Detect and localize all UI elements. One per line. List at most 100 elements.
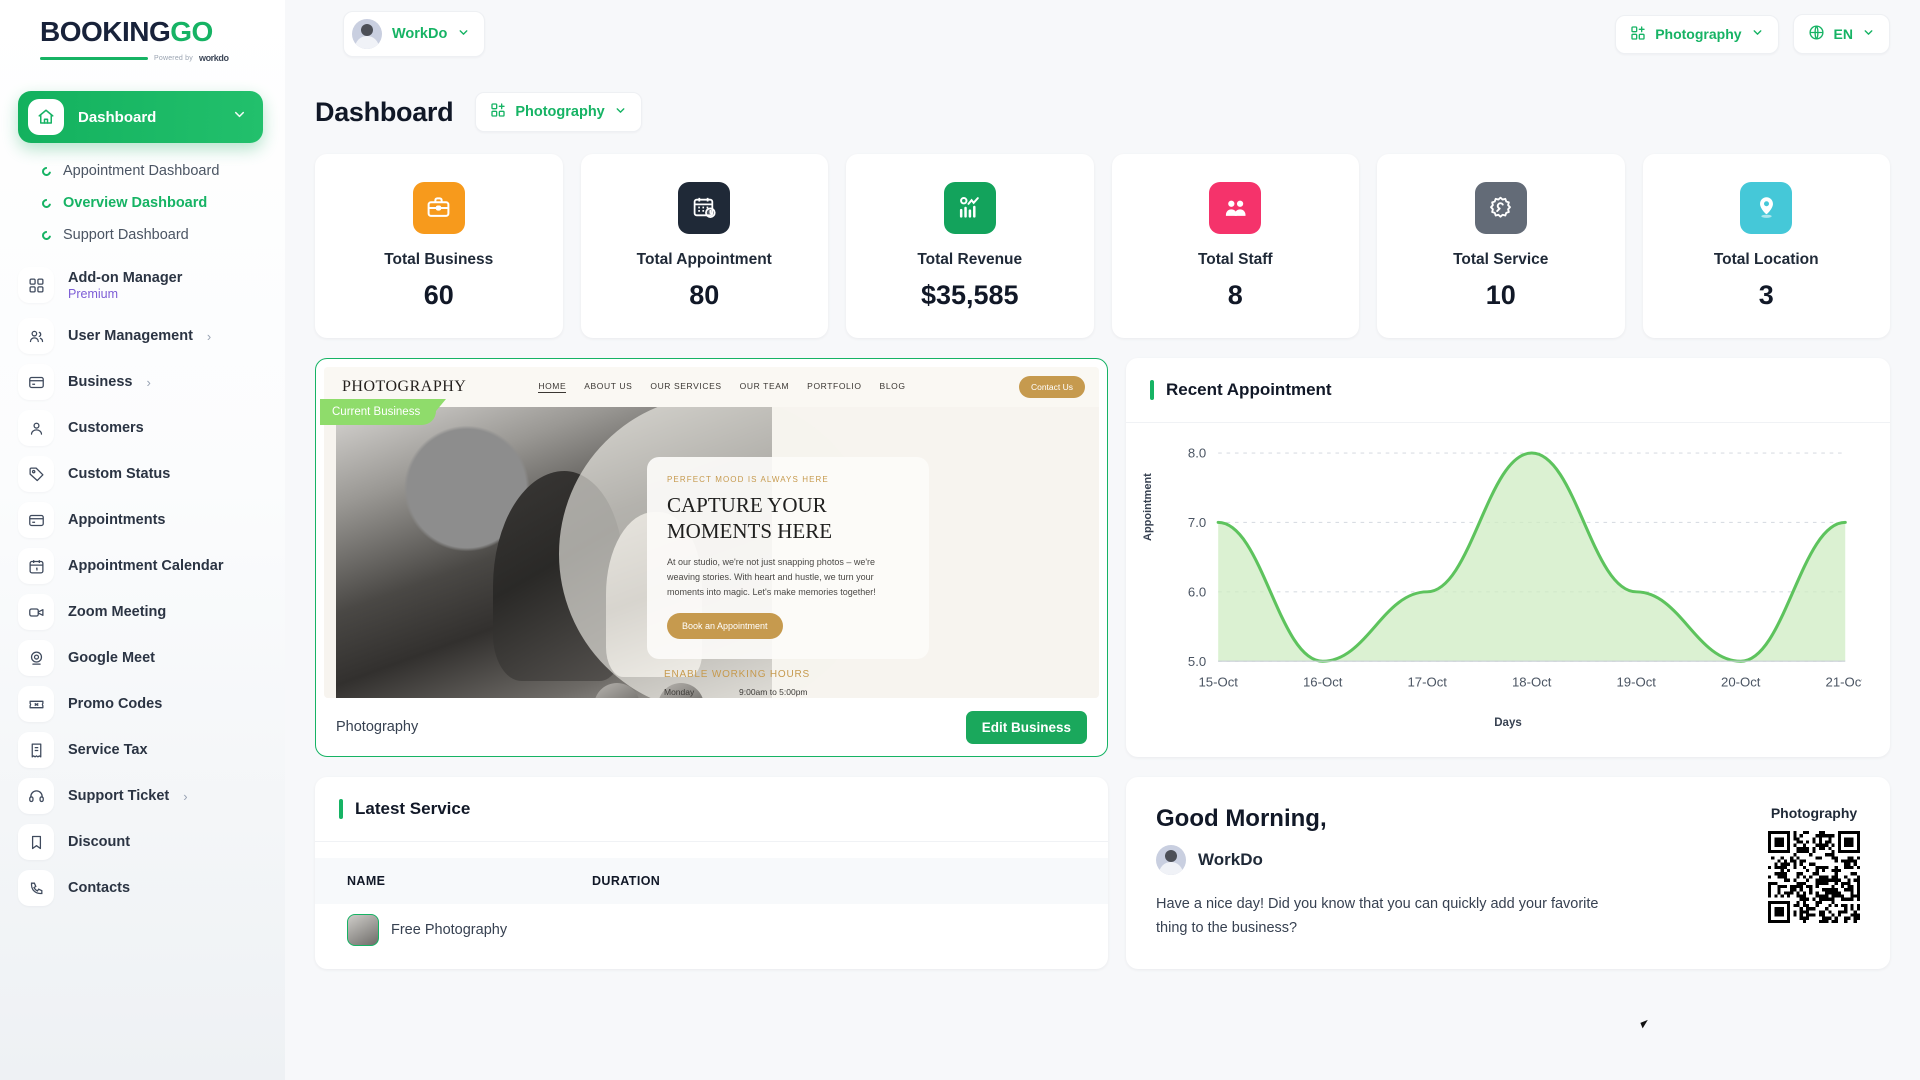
- preview-working-hours-title: ENABLE WORKING HOURS: [664, 669, 811, 680]
- sidebar-item-appointment-calendar[interactable]: Appointment Calendar: [0, 543, 285, 589]
- stat-value: 80: [689, 279, 720, 310]
- stat-label: Total Appointment: [636, 250, 772, 268]
- service-name: Free Photography: [391, 922, 508, 938]
- preview-paragraph: At our studio, we're not just snapping p…: [667, 557, 876, 597]
- business-website-preview[interactable]: PHOTOGRAPHY HOME ABOUT US OUR SERVICES O…: [324, 367, 1099, 698]
- sidebar-item-zoom-meeting[interactable]: Zoom Meeting: [0, 589, 285, 635]
- sidebar-item-label: Zoom Meeting: [68, 604, 167, 621]
- page-header: Dashboard Photography: [315, 68, 1890, 154]
- column-header-duration: DURATION: [592, 874, 661, 888]
- preview-working-hours: ENABLE WORKING HOURS Monday 9:00am to 5:0…: [664, 669, 810, 698]
- stat-card-total-location[interactable]: Total Location 3: [1642, 154, 1890, 338]
- home-icon: [28, 99, 64, 135]
- sidebar-item-appointments[interactable]: Appointments: [0, 497, 285, 543]
- sidebar-item-business[interactable]: Business ›: [0, 359, 285, 405]
- preview-menu-item-portfolio[interactable]: PORTFOLIO: [807, 381, 862, 391]
- hours-time: 9:00am to 5:00pm: [739, 687, 808, 697]
- qr-code-icon[interactable]: [1768, 831, 1860, 923]
- chevron-down-icon[interactable]: [232, 107, 247, 127]
- stat-cards: Total Business 60 Total Appointment 80 T…: [315, 154, 1890, 338]
- preview-navbar: PHOTOGRAPHY HOME ABOUT US OUR SERVICES O…: [324, 367, 1099, 407]
- language-selector[interactable]: EN: [1792, 14, 1890, 54]
- accent-bar: [339, 799, 343, 819]
- stat-label: Total Staff: [1197, 250, 1273, 268]
- users-icon: [18, 318, 54, 355]
- grid-plus-icon: [490, 102, 506, 122]
- logo-underline: [40, 56, 148, 60]
- stat-label: Total Service: [1453, 250, 1549, 268]
- sidebar-item-support-dashboard[interactable]: Support Dashboard: [0, 219, 285, 251]
- recent-appointment-title: Recent Appointment: [1166, 380, 1332, 399]
- svg-text:15-Oct: 15-Oct: [1198, 675, 1238, 690]
- sidebar-item-support-ticket[interactable]: Support Ticket ›: [0, 773, 285, 819]
- sidebar-item-discount[interactable]: Discount: [0, 819, 285, 865]
- sidebar-item-label: Add-on Manager: [68, 269, 183, 286]
- svg-text:16-Oct: 16-Oct: [1303, 675, 1343, 690]
- language-label: EN: [1833, 26, 1853, 42]
- sidebar-item-overview-dashboard[interactable]: Overview Dashboard: [0, 187, 285, 219]
- preview-menu: HOME ABOUT US OUR SERVICES OUR TEAM PORT…: [538, 381, 905, 393]
- latest-service-title: Latest Service: [355, 799, 471, 818]
- sidebar-item-google-meet[interactable]: Google Meet: [0, 635, 285, 681]
- sidebar-item-label: Business: [68, 374, 133, 391]
- stat-card-total-revenue[interactable]: Total Revenue $35,585: [846, 154, 1094, 338]
- sidebar-item-dashboard[interactable]: Dashboard: [18, 91, 263, 143]
- preview-menu-item-team[interactable]: OUR TEAM: [739, 381, 790, 391]
- stat-card-total-appointment[interactable]: Total Appointment 80: [580, 154, 828, 338]
- location-pin-icon: [1740, 181, 1793, 234]
- preview-menu-item-home[interactable]: HOME: [538, 381, 567, 393]
- preview-headline-1: CAPTURE YOUR: [667, 493, 827, 517]
- globe-icon: [1808, 24, 1825, 44]
- sidebar-item-label: Customers: [68, 420, 144, 437]
- sidebar-item-contacts[interactable]: Contacts: [0, 865, 285, 911]
- preview-thumbnails: [594, 683, 704, 698]
- preview-menu-item-about[interactable]: ABOUT US: [584, 381, 633, 391]
- sidebar-item-service-tax[interactable]: Service Tax: [0, 727, 285, 773]
- preview-logo: PHOTOGRAPHY: [342, 378, 467, 395]
- business-card-footer: Photography Edit Business: [316, 698, 1107, 756]
- page-title: Dashboard: [315, 96, 454, 127]
- stat-card-total-business[interactable]: Total Business 60: [315, 154, 563, 338]
- current-business-card: Current Business PHOTOGRAPHY HOME ABOUT …: [315, 358, 1108, 757]
- edit-business-button[interactable]: Edit Business: [965, 710, 1087, 744]
- page-module-selector[interactable]: Photography: [475, 92, 642, 132]
- app-logo[interactable]: BOOKINGGO Powered by workdo: [0, 0, 285, 77]
- page-module-label: Photography: [515, 104, 605, 120]
- bullet-icon: [40, 197, 53, 210]
- stat-card-total-staff[interactable]: Total Staff 8: [1111, 154, 1359, 338]
- chart-svg: 5.0 6.0 7.0 8.0 15-Oct 16-Oct 17-Oct 18-Oct 19-O…: [1188, 446, 1862, 690]
- current-business-tag: Current Business: [320, 399, 447, 425]
- svg-text:20-Oct: 20-Oct: [1721, 675, 1761, 690]
- sidebar-item-label: Contacts: [68, 880, 131, 897]
- module-selector[interactable]: Photography: [1615, 14, 1779, 54]
- sidebar-item-custom-status[interactable]: Custom Status: [0, 451, 285, 497]
- premium-badge: Premium: [68, 286, 119, 301]
- chevron-right-icon[interactable]: ›: [206, 328, 212, 344]
- sidebar-item-customers[interactable]: Customers: [0, 405, 285, 451]
- chevron-right-icon[interactable]: ›: [183, 788, 188, 804]
- receipt-icon: [18, 732, 54, 769]
- workspace-selector[interactable]: WorkDo: [343, 11, 486, 57]
- chevron-right-icon[interactable]: ›: [146, 374, 151, 390]
- card-icon: [18, 364, 54, 401]
- sidebar: BOOKINGGO Powered by workdo Dashboard Ap…: [0, 0, 285, 1080]
- sidebar-item-appointment-dashboard[interactable]: Appointment Dashboard: [0, 155, 285, 187]
- sidebar-subnav: Appointment Dashboard Overview Dashboard…: [0, 143, 285, 257]
- chevron-down-icon: [1751, 26, 1764, 42]
- sidebar-item-user-management[interactable]: User Management ›: [0, 313, 285, 359]
- sidebar-subitem-label: Support Dashboard: [63, 227, 189, 244]
- table-row[interactable]: Free Photography: [315, 904, 1108, 956]
- avatar: [1156, 845, 1186, 875]
- sidebar-item-add-on-manager[interactable]: Add-on Manager Premium: [0, 257, 285, 313]
- preview-contact-button[interactable]: Contact Us: [1018, 376, 1085, 398]
- sidebar-item-promo-codes[interactable]: Promo Codes: [0, 681, 285, 727]
- appointment-chart[interactable]: Appointment 5.0 6.0 7.0 8.0 15-Oct 16-Oct 17-O…: [1126, 423, 1890, 729]
- column-header-name: NAME: [347, 874, 386, 888]
- preview-menu-item-blog[interactable]: BLOG: [879, 381, 906, 391]
- preview-book-appointment-button[interactable]: Book an Appointment: [667, 612, 783, 639]
- recent-appointment-header: Recent Appointment: [1126, 358, 1890, 423]
- preview-menu-item-services[interactable]: OUR SERVICES: [650, 381, 722, 391]
- stat-label: Total Business: [384, 250, 494, 268]
- stat-card-total-service[interactable]: Total Service 10: [1377, 154, 1625, 338]
- svg-text:19-Oct: 19-Oct: [1617, 675, 1657, 690]
